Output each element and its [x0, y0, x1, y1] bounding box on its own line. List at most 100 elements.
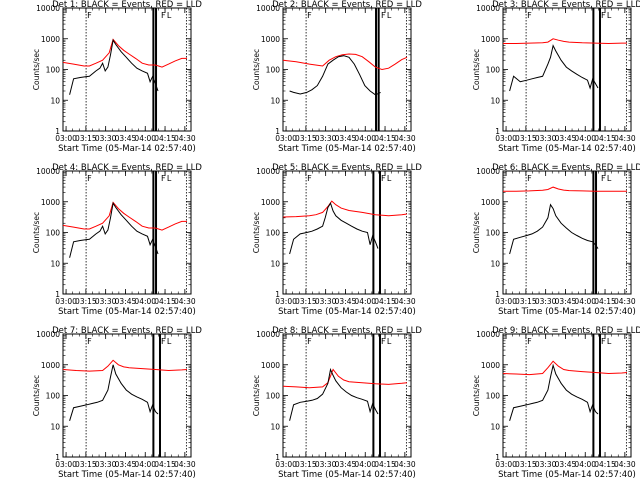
marker-label: L: [387, 11, 392, 20]
y-tick-label: 1000: [41, 198, 60, 207]
marker-label: F: [161, 11, 166, 20]
x-tick-label: 03:45: [115, 297, 137, 306]
x-axis-label: Start Time (05-Mar-14 02:57:40): [278, 470, 416, 480]
marker-label: F: [307, 337, 312, 346]
marker-label: F: [527, 337, 532, 346]
x-tick-label: 04:30: [394, 297, 416, 306]
y-tick-label: 10000: [476, 330, 500, 339]
marker-label: F: [307, 11, 312, 20]
x-axis-label: Start Time (05-Mar-14 02:57:40): [278, 144, 416, 154]
events-series-line: [69, 201, 159, 258]
x-axis-label: Start Time (05-Mar-14 02:57:40): [58, 307, 196, 317]
panel-title: Det 3: BLACK = Events, RED = LLD: [492, 0, 640, 10]
x-tick-label: 03:00: [495, 297, 517, 306]
x-tick-label: 03:00: [55, 460, 77, 469]
events-series-line: [69, 38, 159, 95]
lld-series-line: [282, 368, 408, 389]
events-series-line: [509, 44, 599, 92]
y-tick-label: 1000: [261, 198, 280, 207]
x-tick-label: 03:45: [555, 460, 577, 469]
x-tick-label: 04:30: [614, 297, 636, 306]
x-tick-label: 04:15: [374, 297, 396, 306]
x-axis-label: Start Time (05-Mar-14 02:57:40): [58, 144, 196, 154]
marker-label: F: [527, 11, 532, 20]
marker-label: F: [87, 11, 92, 20]
x-tick-label: 04:00: [134, 460, 156, 469]
panel-det-6: Det 6: BLACK = Events, RED = LLD 1 10 100 10…: [472, 163, 640, 317]
x-tick-label: 04:00: [134, 134, 156, 143]
x-tick-label: 04:30: [174, 297, 196, 306]
panel-det-9: Det 9: BLACK = Events, RED = LLD 1 10 100 10…: [472, 326, 640, 480]
x-tick-label: 04:00: [134, 297, 156, 306]
y-tick-label: 10000: [36, 4, 60, 13]
panel-det-8: Det 8: BLACK = Events, RED = LLD 1 10 100 10…: [252, 326, 422, 480]
y-axis-label: Counts/sec: [252, 375, 261, 416]
x-tick-label: 03:30: [95, 134, 117, 143]
marker-label: L: [387, 337, 392, 346]
marker-label: L: [607, 11, 612, 20]
x-tick-label: 03:45: [555, 134, 577, 143]
lld-series-line: [282, 53, 408, 71]
x-tick-label: 04:15: [154, 134, 176, 143]
panel-det-2: Det 2: BLACK = Events, RED = LLD 1 10 100 10…: [252, 0, 422, 154]
x-tick-label: 04:30: [174, 460, 196, 469]
y-tick-label: 1: [55, 290, 60, 299]
y-tick-label: 1: [495, 453, 500, 462]
y-axis-label: Counts/sec: [32, 212, 41, 253]
y-axis-label: Counts/sec: [472, 212, 481, 253]
y-axis-label: Counts/sec: [32, 375, 41, 416]
x-tick-label: 03:30: [315, 460, 337, 469]
y-tick-label: 10000: [256, 330, 280, 339]
y-tick-label: 1000: [41, 35, 60, 44]
lld-series-line: [282, 200, 408, 218]
marker-label: F: [381, 174, 386, 183]
panel-title: Det 8: BLACK = Events, RED = LLD: [272, 326, 422, 336]
x-tick-label: 03:30: [535, 297, 557, 306]
marker-label: F: [161, 337, 166, 346]
panel-title: Det 2: BLACK = Events, RED = LLD: [272, 0, 422, 10]
y-tick-label: 1000: [481, 35, 500, 44]
y-tick-label: 10: [50, 259, 60, 268]
y-tick-label: 100: [46, 392, 61, 401]
x-tick-label: 03:00: [55, 134, 77, 143]
events-series-line: [69, 364, 159, 421]
panel-title: Det 1: BLACK = Events, RED = LLD: [52, 0, 202, 10]
x-tick-label: 04:30: [394, 460, 416, 469]
y-axis-label: Counts/sec: [252, 49, 261, 90]
y-tick-label: 1000: [481, 198, 500, 207]
x-tick-label: 03:15: [295, 297, 317, 306]
x-tick-label: 03:30: [95, 460, 117, 469]
events-series-line: [509, 363, 599, 421]
y-tick-label: 1: [275, 453, 280, 462]
y-tick-label: 10: [270, 96, 280, 105]
x-tick-label: 03:00: [495, 460, 517, 469]
y-tick-label: 10000: [476, 167, 500, 176]
marker-label: L: [387, 174, 392, 183]
panel-title: Det 9: BLACK = Events, RED = LLD: [492, 326, 640, 336]
y-tick-label: 1: [275, 127, 280, 136]
y-tick-label: 10000: [256, 4, 280, 13]
panel-det-1: Det 1: BLACK = Events, RED = LLD 1 10 100 10…: [32, 0, 202, 154]
events-series-line: [289, 55, 381, 96]
panel-title: Det 7: BLACK = Events, RED = LLD: [52, 326, 202, 336]
x-tick-label: 04:15: [594, 134, 616, 143]
events-series-line: [289, 367, 379, 421]
x-tick-label: 03:45: [115, 134, 137, 143]
x-tick-label: 04:15: [594, 297, 616, 306]
x-tick-label: 04:15: [374, 460, 396, 469]
y-tick-label: 10: [490, 422, 500, 431]
x-tick-label: 04:15: [154, 460, 176, 469]
x-tick-label: 04:15: [374, 134, 396, 143]
marker-label: L: [607, 337, 612, 346]
x-tick-label: 03:00: [275, 134, 297, 143]
panel-det-7: Det 7: BLACK = Events, RED = LLD 1 10 100 10…: [32, 326, 202, 480]
x-tick-label: 03:30: [535, 460, 557, 469]
panel-det-5: Det 5: BLACK = Events, RED = LLD 1 10 100 10…: [252, 163, 422, 317]
x-tick-label: 03:30: [535, 134, 557, 143]
y-tick-label: 100: [46, 66, 61, 75]
lld-series-line: [62, 38, 187, 68]
x-axis-label: Start Time (05-Mar-14 02:57:40): [278, 307, 416, 317]
events-series-line: [289, 202, 379, 255]
x-tick-label: 04:00: [354, 134, 376, 143]
